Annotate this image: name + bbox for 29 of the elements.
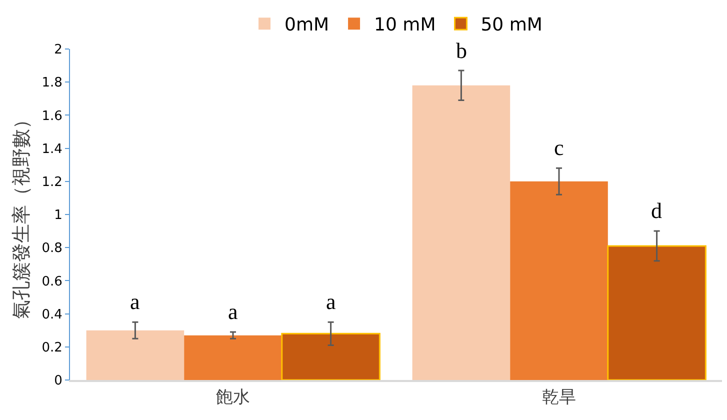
y-tick-label: 0.8 bbox=[42, 241, 62, 256]
bar bbox=[510, 181, 608, 380]
y-tick-label: 1.4 bbox=[42, 142, 62, 157]
data-label: b bbox=[456, 38, 467, 63]
data-label: c bbox=[554, 135, 564, 160]
data-label: a bbox=[326, 289, 336, 314]
y-tick-label: 0.2 bbox=[42, 340, 62, 356]
bar bbox=[184, 335, 282, 380]
legend-label: 0mM bbox=[284, 14, 330, 36]
y-tick-label: 0.4 bbox=[42, 307, 62, 322]
y-tick-label: 1 bbox=[54, 208, 62, 224]
x-tick-label: 飽水 bbox=[216, 387, 250, 408]
x-tick-label: 乾旱 bbox=[542, 387, 576, 408]
bar bbox=[607, 245, 706, 380]
y-axis-title: 氣孔簇發生率（視野數） bbox=[10, 110, 33, 319]
legend-label: 50 mM bbox=[480, 14, 542, 36]
y-tick-label: 1.8 bbox=[42, 76, 62, 91]
y-tick-label: 1.2 bbox=[42, 174, 62, 190]
bar bbox=[412, 85, 510, 380]
y-tick-label: 0 bbox=[54, 374, 62, 389]
legend-label: 10 mM bbox=[374, 14, 436, 36]
bar bbox=[86, 330, 184, 380]
y-tick-label: 2 bbox=[54, 42, 62, 58]
bar bbox=[281, 332, 380, 380]
data-label: d bbox=[651, 198, 662, 223]
data-label: a bbox=[228, 299, 238, 324]
data-label: a bbox=[130, 289, 140, 314]
y-tick-label: 0.6 bbox=[42, 274, 62, 290]
y-tick-label: 1.6 bbox=[42, 108, 62, 124]
